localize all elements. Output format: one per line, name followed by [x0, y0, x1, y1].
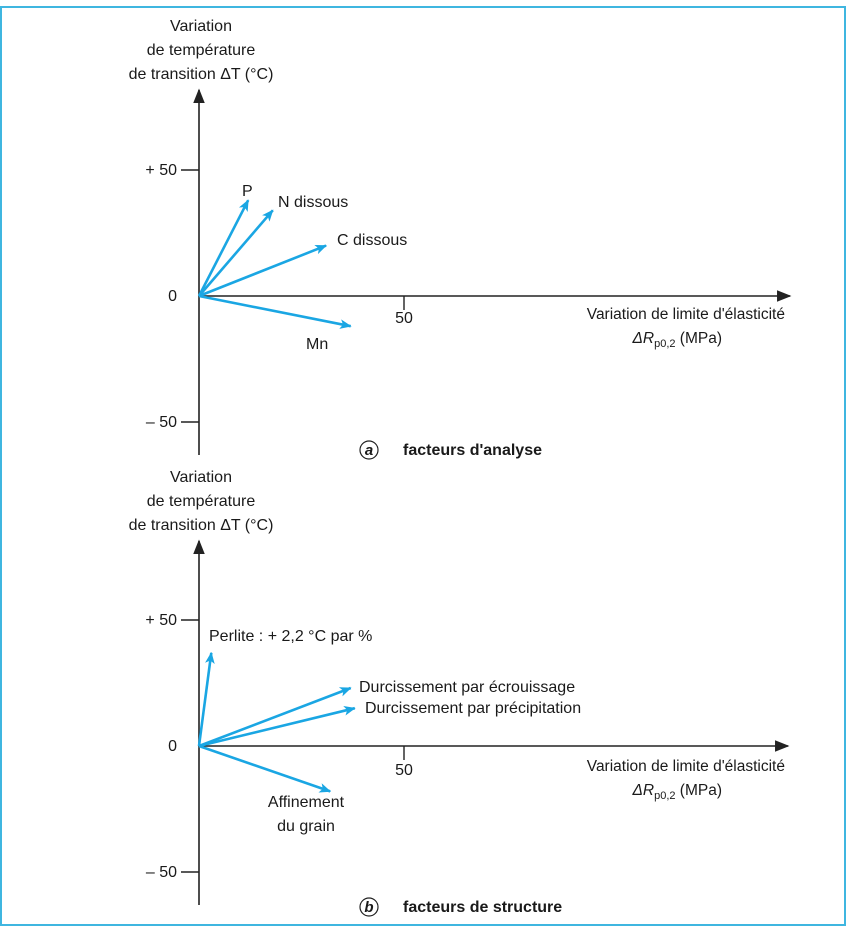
vector-label-p: P: [242, 183, 253, 200]
y-tick-label-zero: 0: [168, 738, 177, 755]
vector-label-durcissement-ecrouissage: Durcissement par écrouissage: [359, 679, 575, 696]
x-tick-label-50: 50: [395, 762, 413, 779]
caption-letter-circle-b: [359, 897, 379, 917]
vector-p: [197, 199, 250, 297]
y-tick-label-minus-50: – 50: [146, 864, 177, 881]
vector-perlite: [197, 651, 215, 747]
vector-mn: [198, 294, 352, 329]
vector-label-affinement: Affinement: [268, 794, 345, 811]
x-axis-unit: (MPa): [676, 330, 723, 347]
x-axis-label-line-2: ΔRp0,2 (MPa): [631, 782, 722, 802]
y-axis-label-line-2: de température: [147, 493, 256, 510]
vector-n-dissous: [198, 209, 274, 297]
caption-text-a: facteurs d'analyse: [403, 442, 542, 459]
vector-label-du-grain: du grain: [277, 818, 335, 835]
y-tick-label-plus-50: + 50: [145, 612, 177, 629]
y-axis-label-line-2: de température: [147, 42, 256, 59]
vector-affinement-grain: [198, 744, 332, 793]
y-axis-label-line-1: Variation: [170, 18, 232, 35]
x-axis-subscript: p0,2: [654, 338, 675, 350]
panel-a: Variation de température de transition Δ…: [129, 18, 792, 460]
y-tick-label-zero: 0: [168, 288, 177, 305]
x-axis-subscript: p0,2: [654, 790, 675, 802]
y-axis-label-line-1: Variation: [170, 469, 232, 486]
vector-label-mn: Mn: [306, 336, 328, 353]
x-tick-label-50: 50: [395, 310, 413, 327]
vector-durcissement-precipitation: [198, 705, 356, 748]
vector-label-n-dissous: N dissous: [278, 194, 348, 211]
x-axis-label-line-2: ΔRp0,2 (MPa): [631, 330, 722, 350]
x-axis-label-line-1: Variation de limite d'élasticité: [587, 306, 785, 323]
x-axis-symbol: ΔR: [631, 330, 654, 347]
x-axis-label-line-1: Variation de limite d'élasticité: [587, 758, 785, 775]
y-tick-label-minus-50: – 50: [146, 414, 177, 431]
panel-b: Variation de température de transition Δ…: [129, 469, 790, 917]
y-axis-label-line-3: de transition ΔT (°C): [129, 66, 274, 83]
y-tick-label-plus-50: + 50: [145, 162, 177, 179]
caption-letter-circle-a: [359, 440, 379, 460]
vector-c-dissous: [198, 244, 328, 298]
y-axis-label-line-3: de transition ΔT (°C): [129, 517, 274, 534]
figure-frame: [0, 6, 846, 926]
x-axis-symbol: ΔR: [631, 782, 654, 799]
vector-durcissement-ecrouissage: [198, 686, 352, 748]
vector-label-c-dissous: C dissous: [337, 232, 407, 249]
caption-letter-a: a: [365, 442, 373, 459]
vector-label-perlite: Perlite : + 2,2 °C par %: [209, 628, 372, 645]
vector-label-durcissement-precipitation: Durcissement par précipitation: [365, 700, 581, 717]
caption-letter-b: b: [364, 899, 373, 916]
caption-text-b: facteurs de structure: [403, 899, 562, 916]
x-axis-unit: (MPa): [676, 782, 723, 799]
